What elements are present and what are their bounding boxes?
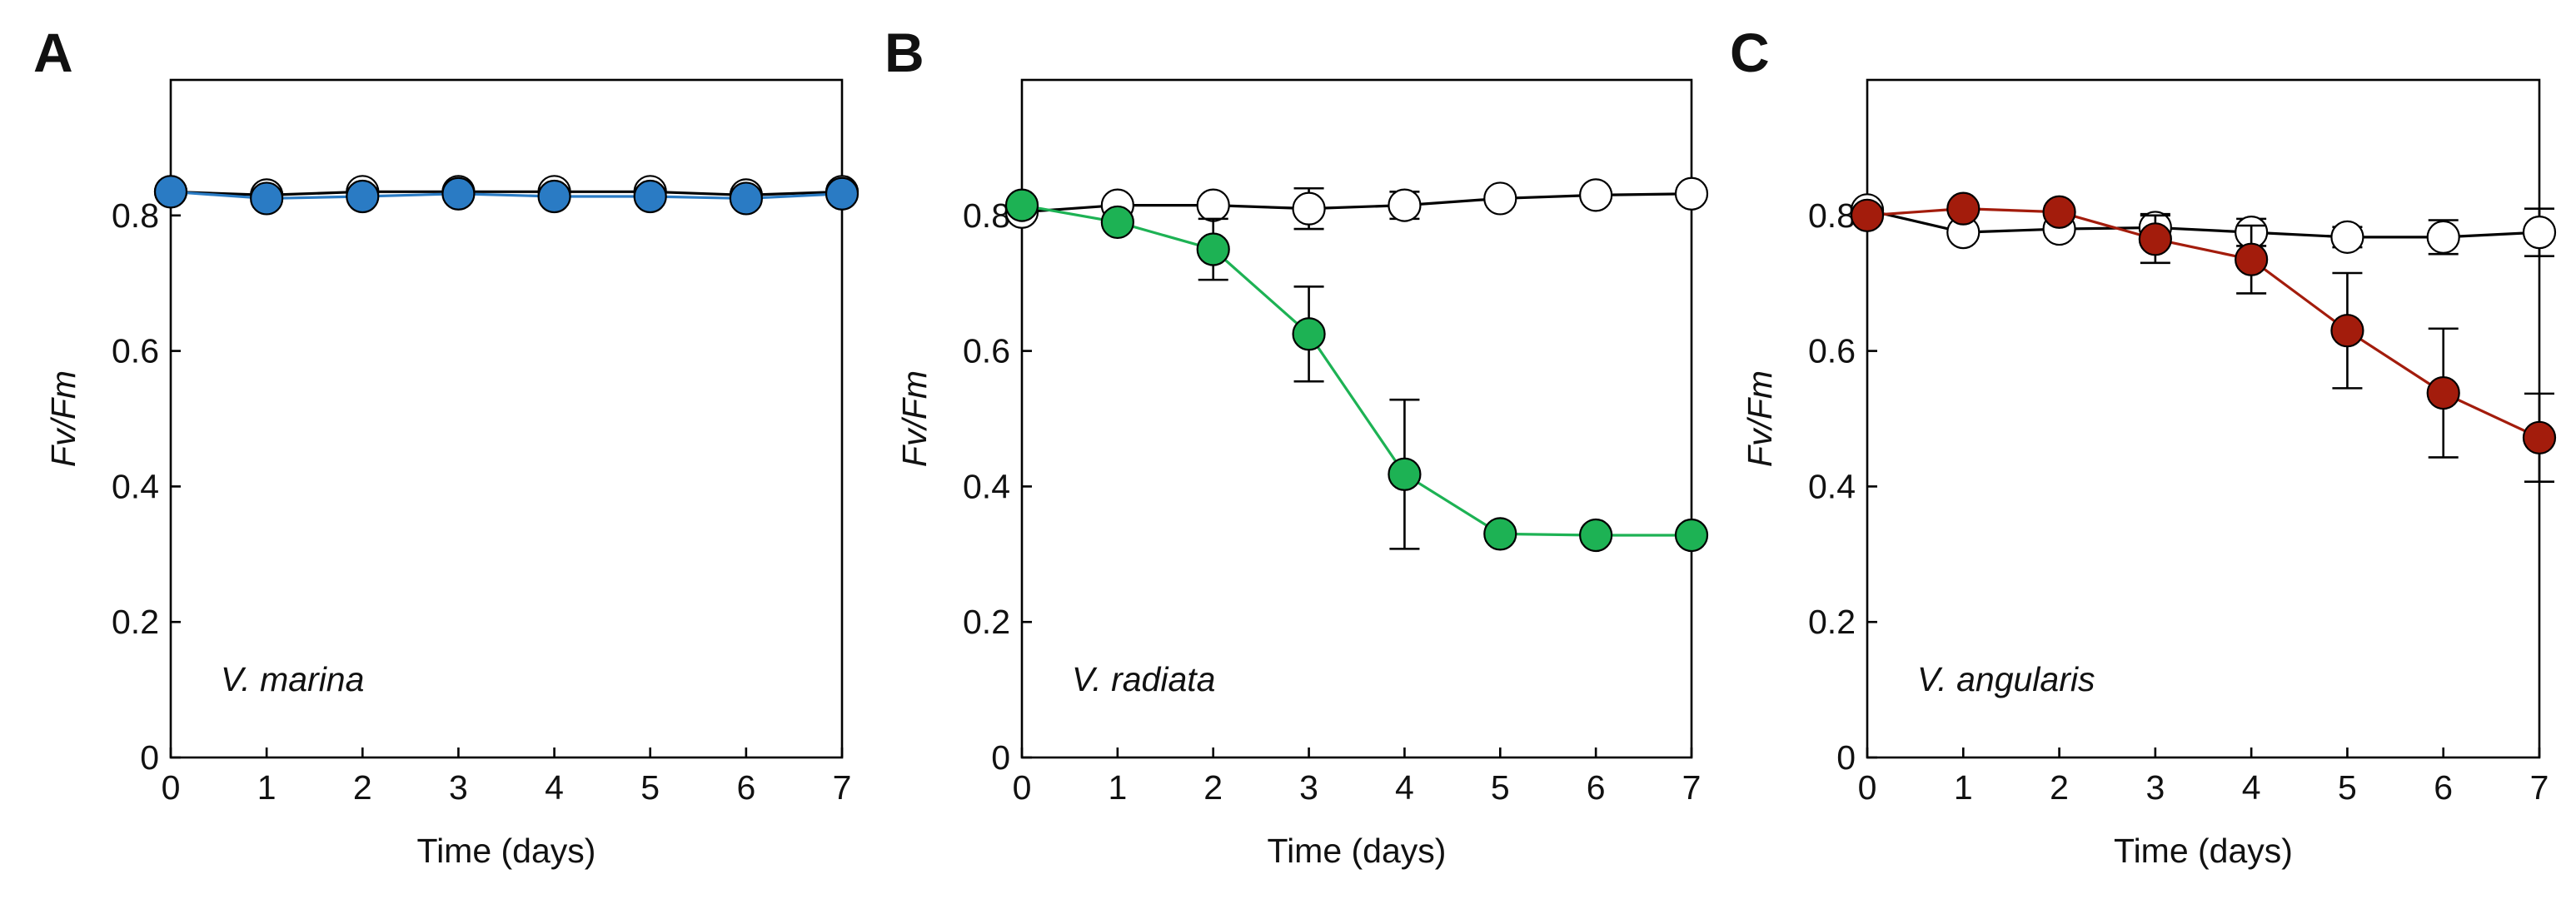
x-tick-label-a: 4	[545, 768, 564, 807]
x-axis-title-c: Time (days)	[2114, 832, 2293, 870]
panel-b: 0 1 2 3 4 5 6 7 0 0.2 0.4 0.6 0.8 Time (days) Fv/Fm B V.…	[884, 22, 1709, 870]
data-point-control-c	[2426, 220, 2460, 254]
data-point-treated-b	[1674, 518, 1709, 553]
data-point-treated-c	[1946, 191, 1981, 226]
x-tick-label-a: 5	[640, 768, 660, 807]
plot-frame-b	[1020, 78, 1693, 759]
data-point-control-b	[1292, 191, 1326, 226]
y-tick-label-c: 0.8	[1808, 196, 1856, 235]
x-tick-label-a: 6	[736, 768, 755, 807]
x-tick-label-a: 0	[162, 768, 181, 807]
y-tick-label-c: 0	[1836, 738, 1856, 777]
plot-frame-c	[1866, 78, 2541, 759]
data-point-treated-c	[2235, 242, 2269, 276]
x-tick-label-c: 0	[1858, 768, 1877, 807]
y-axis-title-a: Fv/Fm	[44, 370, 82, 467]
y-tick-label-a: 0.6	[112, 332, 159, 370]
data-point-control-c	[2522, 216, 2557, 250]
x-tick-label-c: 3	[2145, 768, 2165, 807]
x-tick-label-c: 7	[2530, 768, 2549, 807]
data-point-control-b	[1483, 181, 1517, 216]
y-tick-label-a: 0.8	[112, 196, 159, 235]
y-axis-title-c: Fv/Fm	[1741, 370, 1779, 467]
data-point-control-b	[1674, 176, 1709, 211]
data-point-treated-c	[2522, 420, 2557, 454]
panel-letter-a: A	[33, 22, 73, 83]
data-point-treated-b	[1579, 518, 1613, 553]
x-tick-label-b: 2	[1203, 768, 1223, 807]
species-label-c: V. angularis	[1917, 660, 2095, 698]
x-tick-label-c: 6	[2434, 768, 2453, 807]
data-point-treated-a	[537, 179, 571, 214]
x-tick-label-a: 7	[833, 768, 852, 807]
y-tick-label-b: 0.8	[963, 196, 1010, 235]
data-point-treated-c	[2138, 222, 2172, 256]
panel-letter-c: C	[1730, 22, 1770, 83]
data-point-treated-b	[1100, 205, 1134, 240]
data-point-treated-a	[729, 181, 763, 216]
panel-letter-b: B	[884, 22, 924, 83]
data-point-treated-a	[153, 175, 188, 209]
y-tick-label-b: 0.4	[963, 467, 1010, 505]
x-tick-label-a: 1	[257, 768, 277, 807]
x-tick-label-c: 2	[2050, 768, 2069, 807]
data-point-treated-b	[1196, 232, 1230, 266]
x-tick-label-b: 6	[1587, 768, 1606, 807]
plot-frame-a	[169, 78, 844, 759]
data-point-treated-b	[1292, 317, 1326, 351]
panel-a: 0 1 2 3 4 5 6 7 0 0.2 0.4 0.6 0.8 Time (days) Fv/Fm A V.…	[33, 22, 859, 870]
x-axis-title-b: Time (days)	[1268, 832, 1447, 870]
data-point-control-b	[1196, 188, 1230, 222]
data-point-control-b	[1388, 188, 1422, 222]
species-label-a: V. marina	[221, 660, 364, 698]
x-tick-label-b: 1	[1108, 768, 1127, 807]
data-point-treated-a	[441, 176, 476, 211]
data-point-treated-b	[1004, 188, 1039, 222]
data-point-treated-a	[250, 181, 284, 216]
data-point-treated-c	[2330, 314, 2364, 348]
x-tick-label-b: 7	[1682, 768, 1702, 807]
x-tick-label-a: 2	[353, 768, 372, 807]
data-point-treated-c	[1850, 198, 1885, 232]
y-axis-title-b: Fv/Fm	[895, 370, 934, 467]
data-point-treated-c	[2042, 195, 2076, 229]
y-tick-label-c: 0.4	[1808, 467, 1856, 505]
series-line-treated-b	[1021, 204, 1692, 537]
data-point-treated-a	[346, 179, 380, 214]
x-tick-label-b: 5	[1491, 768, 1510, 807]
x-axis-title-a: Time (days)	[417, 832, 596, 870]
x-tick-label-b: 0	[1013, 768, 1032, 807]
y-tick-label-c: 0.6	[1808, 332, 1856, 370]
data-point-treated-c	[2426, 375, 2460, 410]
x-tick-label-c: 5	[2338, 768, 2357, 807]
y-tick-label-c: 0.2	[1808, 603, 1856, 641]
x-tick-label-c: 1	[1954, 768, 1973, 807]
species-label-b: V. radiata	[1072, 660, 1215, 698]
y-tick-label-a: 0	[140, 738, 159, 777]
x-tick-label-b: 3	[1299, 768, 1318, 807]
panel-c: 0 1 2 3 4 5 6 7 0 0.2 0.4 0.6 0.8 Time (days) Fv/Fm C V.…	[1730, 22, 2557, 870]
data-point-control-c	[2330, 220, 2364, 254]
y-tick-label-b: 0.2	[963, 603, 1010, 641]
x-tick-label-a: 3	[449, 768, 468, 807]
data-point-control-b	[1579, 178, 1613, 212]
data-point-treated-a	[825, 176, 859, 211]
y-tick-label-b: 0	[991, 738, 1010, 777]
data-point-treated-b	[1483, 517, 1517, 551]
data-point-treated-b	[1388, 457, 1422, 491]
x-tick-label-c: 4	[2242, 768, 2261, 807]
y-tick-label-a: 0.2	[112, 603, 159, 641]
data-point-treated-a	[633, 179, 667, 214]
y-tick-label-b: 0.6	[963, 332, 1010, 370]
y-tick-label-a: 0.4	[112, 467, 159, 505]
x-tick-label-b: 4	[1395, 768, 1414, 807]
